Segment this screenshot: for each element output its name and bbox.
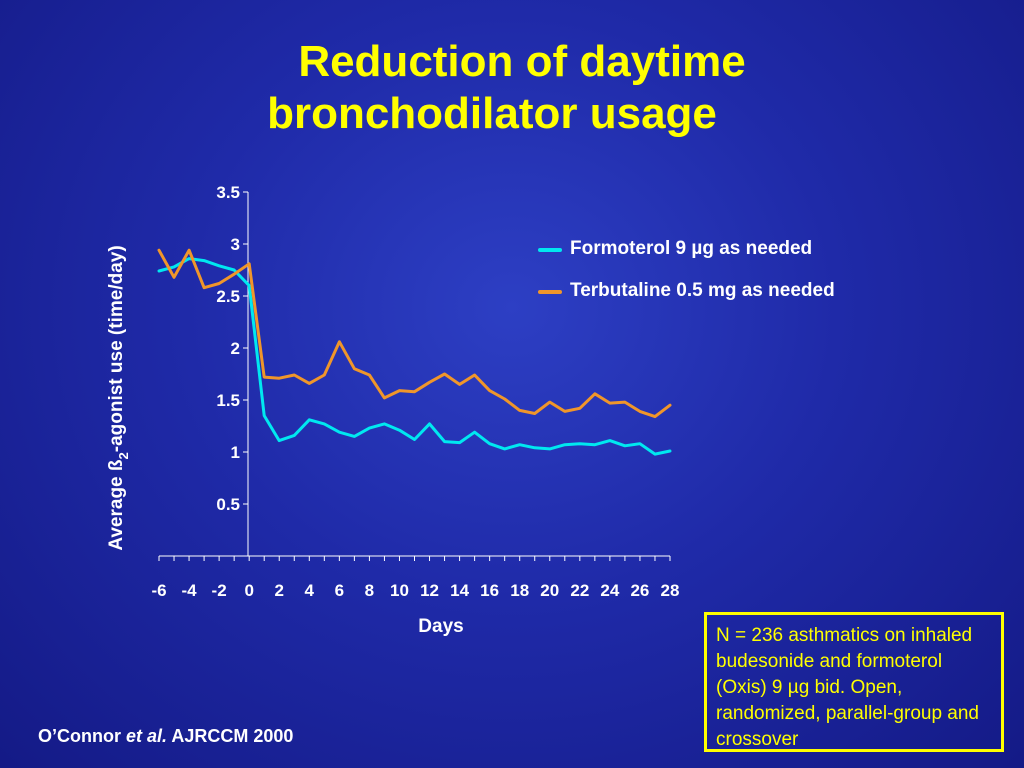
x-axis: -6 -4 -2 0 2 4 6 8 10 12 14 16 18 20 22 24 26 28 [151,555,680,600]
legend-swatch-formoterol [538,248,562,252]
study-info-box: N = 236 asthmatics on inhaled budesonide… [704,612,1004,752]
x-tick-label: -4 [181,581,197,600]
x-tick-label: 4 [305,581,315,600]
x-tick-label: 16 [480,581,499,600]
x-axis-title: Days [418,616,463,637]
x-tick-label: 26 [630,581,649,600]
series-lines [157,248,672,456]
x-tick-label: 6 [335,581,344,600]
x-tick-label: 28 [661,581,680,600]
x-tick-label: 10 [390,581,409,600]
y-tick-label: 1 [231,443,240,462]
x-tick-label: 0 [244,581,253,600]
y-axis-title-prefix: Average ß [106,459,127,551]
x-tick-label: 14 [450,581,469,600]
citation-journal: AJRCCM 2000 [171,726,294,746]
citation: O’Connor et al. AJRCCM 2000 [38,726,293,747]
x-tick-label: 18 [510,581,529,600]
citation-etal: et al. [126,726,168,746]
x-tick-label: 12 [420,581,439,600]
legend-label-terbutaline: Terbutaline 0.5 mg as needed [570,280,835,301]
series-line-formoterol [157,257,672,456]
y-axis-title-subscript: 2 [116,452,131,459]
y-axis-title-suffix: -agonist use (time/day) [106,245,127,452]
x-tick-label: 24 [600,581,619,600]
title-line-1: Reduction of daytime [298,37,746,86]
y-tick-label: 0.5 [216,495,240,514]
slide-title: Reduction of daytime bronchodilator usag… [0,36,1024,140]
x-tick-label: 20 [540,581,559,600]
x-tick-label: 2 [275,581,284,600]
y-tick-label: 2.5 [216,287,240,306]
y-tick-label: 1.5 [216,391,240,410]
x-tick-label: -2 [212,581,227,600]
y-tick-label: 3 [231,235,240,254]
citation-author: O’Connor [38,726,121,746]
legend-swatch-terbutaline [538,290,562,294]
y-tick-label: 2 [231,339,240,358]
x-tick-label: 8 [365,581,374,600]
y-axis: 0.5 1 1.5 2 2.5 3 3.5 [216,183,249,556]
title-line-2: bronchodilator usage [267,89,717,138]
x-tick-label: 22 [570,581,589,600]
y-axis-title: Average ß2-agonist use (time/day) [106,245,131,550]
series-line-terbutaline [157,248,672,419]
y-tick-label: 3.5 [216,183,240,202]
legend-label-formoterol: Formoterol 9 µg as needed [570,238,813,259]
x-tick-label: -6 [151,581,166,600]
